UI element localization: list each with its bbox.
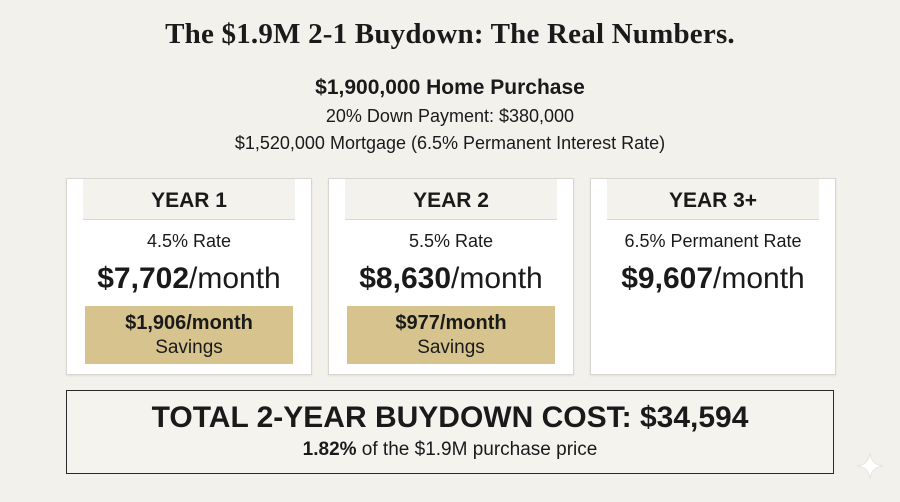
year-3-card: YEAR 3+ 6.5% Permanent Rate $9,607/month: [590, 178, 836, 375]
savings-box: $977/month Savings: [347, 306, 555, 364]
purchase-summary: $1,900,000 Home Purchase: [315, 76, 585, 99]
sparkle-icon: [856, 452, 884, 480]
payment-unit: /month: [189, 262, 281, 295]
percent-value: 1.82%: [302, 439, 357, 460]
card-rate: 6.5% Permanent Rate: [624, 231, 802, 251]
monthly-payment: $7,702/month: [67, 262, 311, 296]
year-2-card: YEAR 2 5.5% Rate $8,630/month $977/month…: [328, 178, 574, 375]
card-rate: 4.5% Rate: [146, 231, 232, 251]
card-rate: 5.5% Rate: [408, 231, 494, 251]
savings-label: Savings: [417, 337, 485, 358]
percent-suffix: of the $1.9M purchase price: [356, 439, 598, 460]
payment-unit: /month: [713, 262, 805, 295]
payment-amount: $7,702: [97, 262, 190, 295]
savings-amount: $1,906/month: [125, 312, 253, 334]
savings-label: Savings: [155, 337, 223, 358]
payment-unit: /month: [451, 262, 543, 295]
savings-box: $1,906/month Savings: [85, 306, 293, 364]
payment-amount: $8,630: [359, 262, 452, 295]
payment-amount: $9,607: [621, 262, 714, 295]
card-header: YEAR 2: [345, 179, 557, 220]
down-payment-summary: 20% Down Payment: $380,000: [325, 106, 575, 126]
mortgage-summary: $1,520,000 Mortgage (6.5% Permanent Inte…: [234, 133, 666, 153]
card-header: YEAR 3+: [607, 179, 819, 220]
card-header: YEAR 1: [83, 179, 295, 220]
page-title: The $1.9M 2-1 Buydown: The Real Numbers.: [165, 18, 735, 50]
monthly-payment: $8,630/month: [329, 262, 573, 296]
monthly-payment: $9,607/month: [591, 262, 835, 296]
total-cost-box: TOTAL 2-YEAR BUYDOWN COST: $34,594 1.82%…: [66, 390, 834, 474]
total-cost-headline: TOTAL 2-YEAR BUYDOWN COST: $34,594: [151, 401, 749, 434]
year-1-card: YEAR 1 4.5% Rate $7,702/month $1,906/mon…: [66, 178, 312, 375]
savings-amount: $977/month: [395, 312, 507, 334]
total-cost-percent: 1.82% of the $1.9M purchase price: [67, 439, 833, 461]
